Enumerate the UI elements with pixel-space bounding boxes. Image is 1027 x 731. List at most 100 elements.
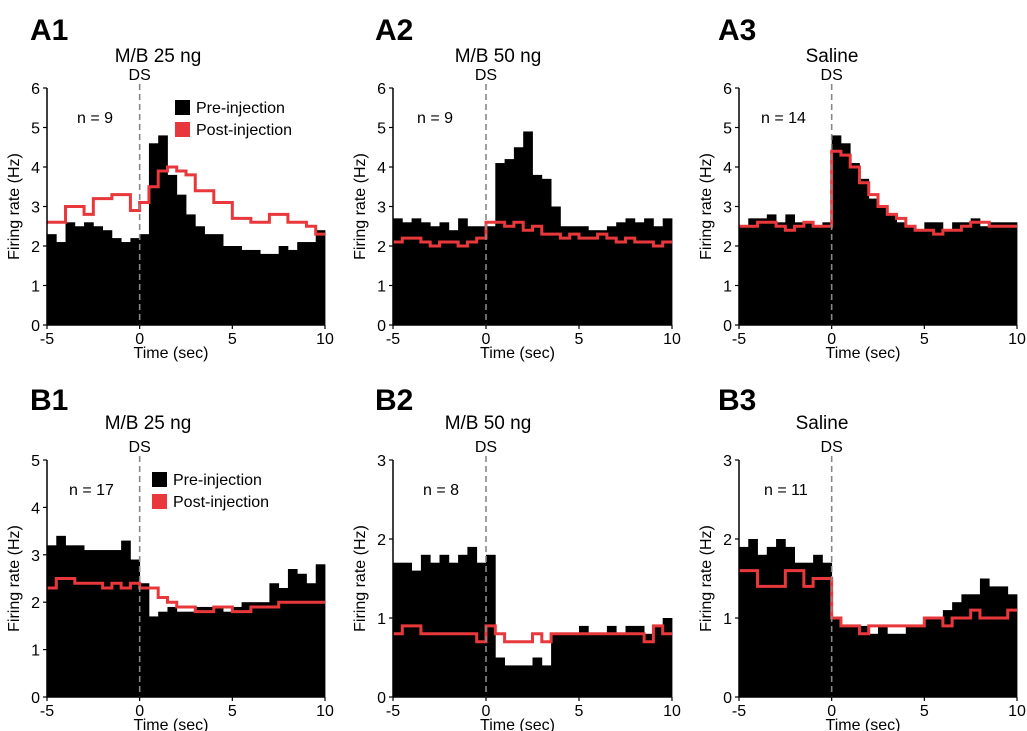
pre-injection-bar <box>84 222 94 325</box>
pre-injection-bar <box>393 562 403 697</box>
panel-title: Saline <box>796 413 849 434</box>
pre-injection-bar <box>822 222 833 325</box>
y-tick-label: 2 <box>723 532 732 549</box>
pre-injection-bar <box>831 618 842 697</box>
pre-injection-bar <box>942 230 953 325</box>
x-tick-label: -5 <box>386 703 400 720</box>
pre-injection-bar <box>476 562 487 697</box>
pre-injection-bar <box>840 143 851 325</box>
pre-injection-bar <box>989 222 999 325</box>
pre-injection-bar <box>915 230 925 325</box>
pre-injection-bar <box>158 135 168 325</box>
panel-label: A2 <box>375 14 413 47</box>
legend-label-pre: Pre-injection <box>196 100 285 117</box>
pre-injection-bar <box>644 633 654 697</box>
pre-injection-bar <box>186 214 196 325</box>
pre-injection-bar <box>859 178 870 325</box>
pre-injection-bar <box>213 606 224 697</box>
y-tick-label: 5 <box>377 121 386 138</box>
y-axis-label: Firing rate (Hz) <box>6 153 23 260</box>
pre-injection-bar <box>785 546 795 697</box>
y-tick-label: 2 <box>31 239 40 256</box>
pre-injection-bar <box>93 550 103 697</box>
pre-injection-bar <box>887 214 897 325</box>
pre-injection-bar <box>458 218 468 325</box>
post-injection-line <box>739 569 1017 636</box>
panel-label: B2 <box>375 384 413 417</box>
pre-injection-bar <box>306 583 317 697</box>
pre-injection-bar <box>532 657 543 697</box>
pre-injection-bar <box>634 625 645 697</box>
y-tick-label: 0 <box>377 690 386 707</box>
pre-injection-bar <box>766 214 777 325</box>
pre-injection-bar <box>961 594 972 697</box>
y-axis-label: Firing rate (Hz) <box>352 525 369 632</box>
pre-injection-bar <box>287 569 298 697</box>
post-injection-line <box>47 165 325 236</box>
pre-injection-bar <box>47 545 57 697</box>
sample-size-label: n = 8 <box>423 482 459 499</box>
pre-injection-bar <box>297 242 307 325</box>
x-tick-label: -5 <box>732 331 746 348</box>
pre-injection-bar <box>158 611 168 697</box>
y-tick-label: 1 <box>377 279 386 296</box>
pre-injection-bar <box>260 602 270 697</box>
pre-injection-bar <box>139 234 150 325</box>
y-tick-label: 2 <box>377 532 386 549</box>
y-tick-label: 0 <box>723 318 732 335</box>
pre-injection-bar <box>121 540 131 697</box>
pre-injection-bar <box>989 586 999 697</box>
x-tick-label: 10 <box>316 331 334 348</box>
pre-injection-bar <box>250 249 261 325</box>
pre-injection-bar <box>513 147 524 325</box>
pre-injection-bar <box>458 554 468 697</box>
pre-injection-bar <box>121 242 131 325</box>
ds-label: DS <box>129 67 151 84</box>
y-tick-label: 3 <box>723 200 732 217</box>
x-tick-label: 10 <box>663 703 681 720</box>
pre-injection-bar <box>961 222 972 325</box>
y-tick-label: 5 <box>31 453 40 470</box>
pre-injection-bar <box>260 253 270 325</box>
pre-injection-bar <box>287 249 298 325</box>
pre-injection-bar <box>269 253 280 325</box>
pre-injection-bar <box>223 611 233 697</box>
pre-injection-bar <box>523 665 533 697</box>
pre-injection-bar <box>766 546 777 697</box>
pre-injection-bar <box>952 222 962 325</box>
panel-label: A1 <box>30 14 68 47</box>
x-tick-label: 0 <box>482 331 491 348</box>
pre-injection-bar <box>306 242 317 325</box>
pre-injection-bar <box>579 226 589 325</box>
pre-injection-bar <box>924 618 934 697</box>
pre-injection-bar <box>139 583 150 697</box>
pre-injection-bar <box>448 562 459 697</box>
x-tick-label: 0 <box>135 331 144 348</box>
x-tick-label: 10 <box>316 703 334 720</box>
y-tick-label: 3 <box>377 200 386 217</box>
x-axis-label: Time (sec) <box>826 717 901 731</box>
pre-injection-bar <box>65 222 76 325</box>
pre-injection-bar <box>813 226 823 325</box>
pre-injection-bar <box>776 222 786 325</box>
ds-label: DS <box>475 67 497 84</box>
y-tick-label: 4 <box>31 160 40 177</box>
pre-injection-bar <box>739 226 749 325</box>
pre-injection-bar <box>195 226 205 325</box>
pre-injection-bar <box>420 222 431 325</box>
pre-injection-bar <box>213 234 224 325</box>
pre-injection-bar <box>439 222 450 325</box>
x-axis-label: Time (sec) <box>480 345 555 362</box>
y-tick-label: 0 <box>723 690 732 707</box>
pre-injection-bar <box>970 594 981 697</box>
y-tick-label: 3 <box>31 548 40 565</box>
pre-injection-bar <box>297 573 307 697</box>
panel-title: M/B 25 ng <box>115 46 202 67</box>
pre-injection-bar <box>148 143 159 325</box>
x-tick-label: 5 <box>920 331 929 348</box>
pre-injection-bar <box>803 222 814 325</box>
y-tick-label: 2 <box>377 239 386 256</box>
y-tick-label: 6 <box>377 81 386 98</box>
